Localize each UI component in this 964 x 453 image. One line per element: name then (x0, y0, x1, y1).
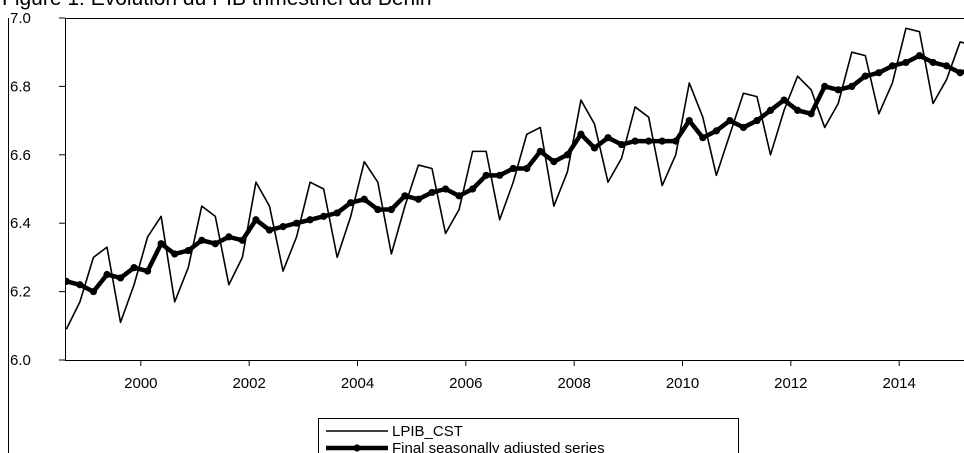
series-marker (915, 52, 924, 60)
x-tick-label: 2010 (666, 375, 699, 392)
series-marker (65, 277, 70, 285)
series-marker (672, 137, 680, 145)
series-marker (374, 205, 382, 214)
series-marker (455, 192, 463, 200)
series-marker (347, 199, 355, 207)
series-marker (712, 127, 720, 135)
series-marker (360, 195, 368, 203)
series-marker (116, 274, 125, 282)
x-tick-label: 2004 (341, 375, 374, 392)
series-marker (496, 171, 504, 179)
series-marker (902, 58, 910, 67)
series-marker (428, 188, 436, 197)
plot-area (65, 27, 964, 330)
series-marker (617, 140, 626, 149)
series-marker (238, 236, 246, 244)
series-marker (469, 185, 477, 193)
series-marker (631, 137, 639, 145)
y-tick-label: 6.8 (10, 78, 31, 95)
series-marker (550, 158, 558, 166)
series-marker (320, 212, 328, 220)
series-marker (794, 106, 802, 114)
series-marker (387, 205, 395, 214)
series-marker (807, 110, 815, 118)
series-marker (89, 288, 98, 296)
y-tick-label: 6.0 (10, 352, 31, 369)
series-marker (279, 223, 287, 231)
series-marker (875, 69, 883, 77)
series-marker (157, 240, 165, 248)
series-marker (252, 216, 260, 224)
x-tick-label: 2012 (774, 375, 807, 392)
y-tick-label: 6.4 (10, 215, 31, 232)
series-marker (306, 216, 314, 224)
series-marker (482, 171, 490, 179)
series-marker (292, 219, 301, 227)
series-marker (577, 130, 585, 138)
series-marker (144, 267, 152, 275)
series-marker (861, 72, 869, 80)
series-marker (848, 82, 856, 90)
series-marker (76, 281, 84, 289)
series-marker (766, 106, 775, 114)
y-tick-label: 7.0 (10, 10, 31, 27)
series-marker (225, 233, 233, 241)
series-marker (604, 134, 612, 142)
series-marker (739, 123, 748, 132)
series-marker (523, 164, 531, 173)
series-marker (929, 58, 937, 67)
series-marker (699, 134, 707, 142)
series-marker (536, 147, 544, 155)
x-tick-label: 2000 (124, 375, 157, 392)
series-marker (171, 250, 179, 258)
series-marker (130, 264, 138, 272)
series-marker (780, 96, 788, 104)
legend-label: Final seasonally adjusted series (392, 440, 605, 453)
chart-title: Figure 1: Evolution du PIB trimestriel d… (2, 0, 432, 10)
legend-label: LPIB_CST (392, 423, 463, 440)
series-marker (956, 69, 964, 77)
series-marker (590, 144, 599, 152)
series-line (65, 27, 964, 330)
series-marker (401, 192, 409, 200)
series-marker (198, 236, 206, 244)
series-marker (441, 185, 450, 193)
series-marker (509, 164, 517, 173)
series-marker (563, 151, 571, 159)
series-marker (821, 82, 829, 90)
series-marker (103, 270, 111, 279)
x-tick-label: 2006 (449, 375, 482, 392)
series-marker (333, 209, 341, 217)
y-tick-label: 6.2 (10, 284, 31, 301)
series-marker (753, 117, 761, 125)
x-tick-label: 2014 (882, 375, 915, 392)
legend-marker (353, 444, 361, 452)
plot-frame (65, 18, 964, 361)
legend-box (318, 418, 739, 453)
series-marker (645, 137, 653, 145)
series-marker (658, 137, 666, 145)
series-marker (888, 62, 896, 70)
series-marker (685, 117, 693, 125)
x-tick-label: 2008 (557, 375, 590, 392)
series-marker (942, 62, 951, 70)
x-tick-label: 2002 (232, 375, 265, 392)
series-marker (834, 86, 842, 94)
series-marker (211, 240, 219, 248)
y-tick-label: 6.6 (10, 147, 31, 164)
series-marker (184, 246, 192, 255)
series-marker (265, 226, 274, 234)
series-marker (726, 117, 734, 125)
series-marker (414, 195, 423, 203)
